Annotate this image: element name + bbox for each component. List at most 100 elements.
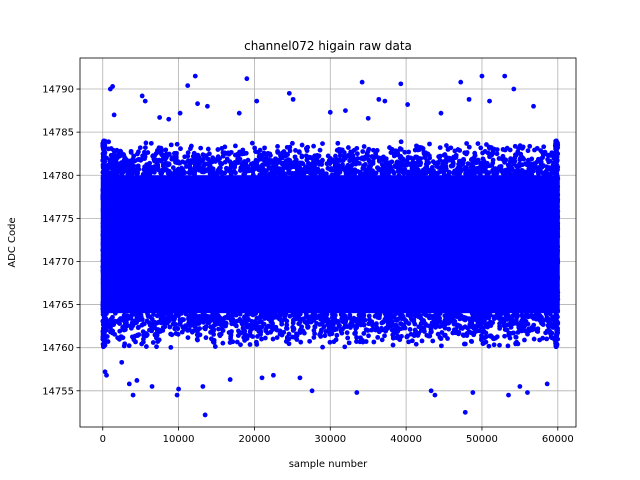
- data-point: [217, 332, 222, 337]
- data-point: [115, 335, 121, 341]
- data-point: [348, 167, 354, 173]
- data-point: [212, 171, 218, 176]
- data-point: [289, 140, 295, 146]
- data-point: [396, 172, 402, 178]
- data-point: [196, 313, 202, 319]
- data-point: [353, 330, 358, 336]
- data-point: [143, 172, 149, 178]
- data-point: [434, 163, 440, 169]
- data-point: [215, 312, 221, 318]
- data-point: [128, 150, 134, 155]
- data-point: [115, 164, 121, 170]
- data-point: [461, 316, 467, 322]
- data-point: [156, 145, 162, 151]
- data-point: [404, 162, 410, 168]
- data-point-outlier: [438, 110, 444, 116]
- data-point: [344, 330, 350, 336]
- data-point: [101, 274, 107, 280]
- data-point: [382, 333, 387, 339]
- data-point: [297, 311, 303, 317]
- data-point: [354, 325, 360, 330]
- data-point: [225, 312, 231, 318]
- data-point: [281, 160, 286, 166]
- data-point: [168, 344, 174, 350]
- data-point: [553, 213, 559, 219]
- data-point: [406, 155, 412, 161]
- data-point: [218, 322, 224, 328]
- data-point: [529, 156, 535, 162]
- data-point: [432, 315, 438, 321]
- data-point: [128, 323, 134, 328]
- data-point: [254, 315, 260, 321]
- data-point: [305, 144, 311, 150]
- data-point: [299, 142, 305, 148]
- data-point: [505, 343, 511, 349]
- data-point: [351, 315, 357, 321]
- data-point: [342, 313, 348, 319]
- data-point: [106, 139, 112, 145]
- data-point: [218, 165, 223, 171]
- data-point: [339, 311, 345, 316]
- data-point: [239, 151, 245, 157]
- data-point: [241, 172, 247, 177]
- data-point: [428, 326, 434, 332]
- data-point: [398, 163, 403, 169]
- x-tick-label: 30000: [314, 434, 346, 445]
- data-point: [371, 339, 377, 345]
- data-point: [194, 159, 200, 164]
- data-point-outlier: [157, 115, 163, 120]
- data-point-outlier: [359, 79, 365, 85]
- x-tick-label: 60000: [542, 434, 574, 445]
- data-point: [424, 163, 430, 169]
- data-point: [327, 331, 333, 337]
- data-point: [345, 162, 351, 168]
- data-point: [379, 337, 385, 343]
- data-point: [188, 143, 194, 149]
- data-point: [102, 234, 108, 240]
- data-point: [459, 325, 465, 331]
- data-point: [225, 150, 231, 156]
- data-point: [108, 157, 113, 163]
- data-point: [400, 325, 406, 331]
- data-point: [303, 164, 308, 170]
- data-point: [100, 151, 106, 157]
- data-point: [198, 145, 204, 151]
- data-point: [520, 155, 526, 161]
- data-point: [189, 315, 195, 321]
- data-point: [345, 335, 351, 341]
- data-point: [245, 164, 250, 169]
- data-point: [174, 141, 180, 147]
- data-point: [439, 330, 445, 335]
- data-point: [156, 157, 162, 163]
- data-point: [168, 331, 173, 337]
- data-point-outlier: [297, 375, 303, 381]
- data-point: [218, 316, 224, 322]
- data-point: [216, 326, 221, 332]
- data-point: [360, 155, 366, 161]
- data-point: [409, 338, 415, 344]
- data-point: [437, 324, 443, 329]
- data-point: [102, 290, 108, 296]
- data-point: [521, 319, 527, 324]
- data-point: [102, 213, 108, 219]
- y-tick-label: 14760: [42, 343, 74, 354]
- data-point-outlier: [290, 96, 296, 102]
- data-point: [322, 333, 328, 339]
- data-point: [175, 331, 181, 337]
- data-point: [100, 199, 106, 205]
- data-point: [501, 319, 507, 325]
- data-point: [390, 335, 396, 341]
- data-point: [100, 240, 106, 245]
- data-point: [427, 333, 433, 339]
- data-point: [102, 163, 108, 169]
- data-point: [286, 331, 292, 337]
- data-point: [311, 335, 317, 340]
- data-point: [261, 167, 267, 173]
- data-point: [232, 152, 238, 158]
- data-point: [430, 338, 436, 344]
- data-point: [218, 161, 224, 166]
- data-point: [354, 339, 359, 344]
- data-point: [554, 319, 560, 324]
- data-point-outlier: [259, 375, 265, 381]
- data-point: [108, 172, 114, 178]
